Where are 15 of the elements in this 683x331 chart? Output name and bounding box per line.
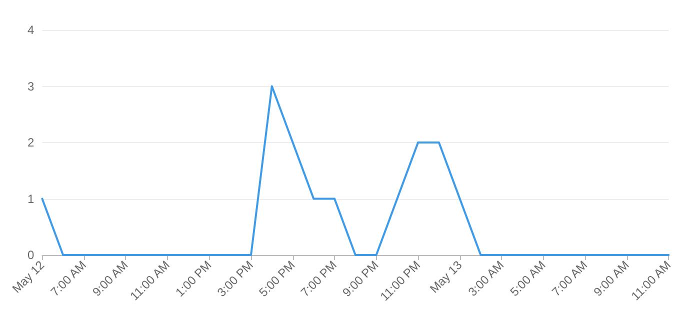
y-tick-label: 2 bbox=[28, 136, 34, 150]
x-tick-label: 3:00 AM bbox=[466, 258, 507, 300]
x-tick-label: May 13 bbox=[427, 258, 465, 296]
x-tick-label: 3:00 PM bbox=[214, 258, 256, 300]
x-tick-label: 7:00 AM bbox=[549, 258, 590, 300]
y-tick-label: 3 bbox=[28, 79, 34, 94]
x-tick-label: 9:00 AM bbox=[590, 258, 632, 300]
y-tick-label: 4 bbox=[28, 23, 34, 37]
x-tick-label: 7:00 AM bbox=[48, 258, 89, 300]
x-tick-label: 7:00 PM bbox=[298, 258, 340, 300]
x-tick-label: 5:00 PM bbox=[256, 258, 298, 300]
x-tick-label: 9:00 AM bbox=[90, 258, 131, 300]
x-tick-label: 9:00 PM bbox=[340, 258, 382, 300]
x-tick-label: 5:00 AM bbox=[507, 258, 548, 300]
y-tick-label: 1 bbox=[28, 192, 34, 206]
